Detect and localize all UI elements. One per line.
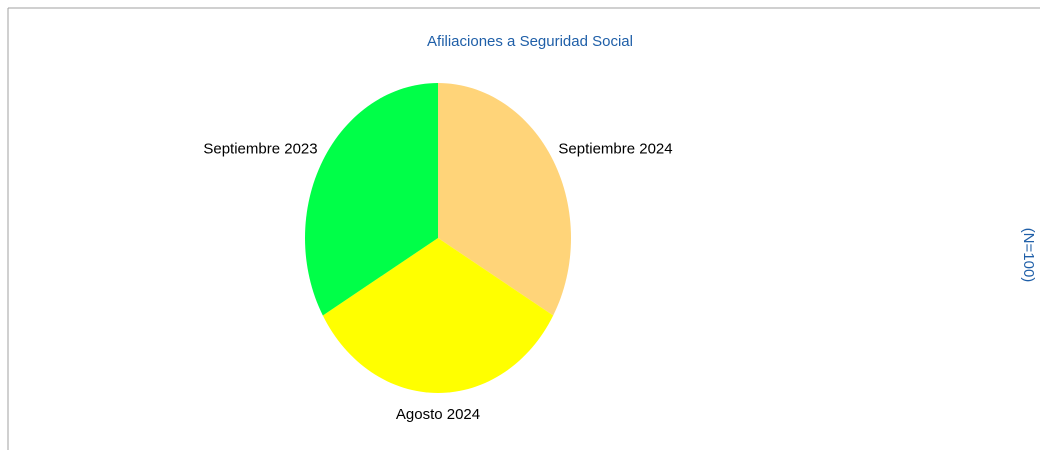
sample-size: (N=100) — [1020, 228, 1037, 283]
pie-slice — [322, 238, 554, 393]
chart-title: Afiliaciones a Seguridad Social — [427, 33, 633, 50]
slice-label: Septiembre 2024 — [558, 140, 672, 157]
pie-slice — [438, 83, 571, 316]
slice-label: Agosto 2024 — [396, 406, 480, 423]
pie-slice — [305, 83, 438, 316]
slice-label: Septiembre 2023 — [203, 140, 317, 157]
